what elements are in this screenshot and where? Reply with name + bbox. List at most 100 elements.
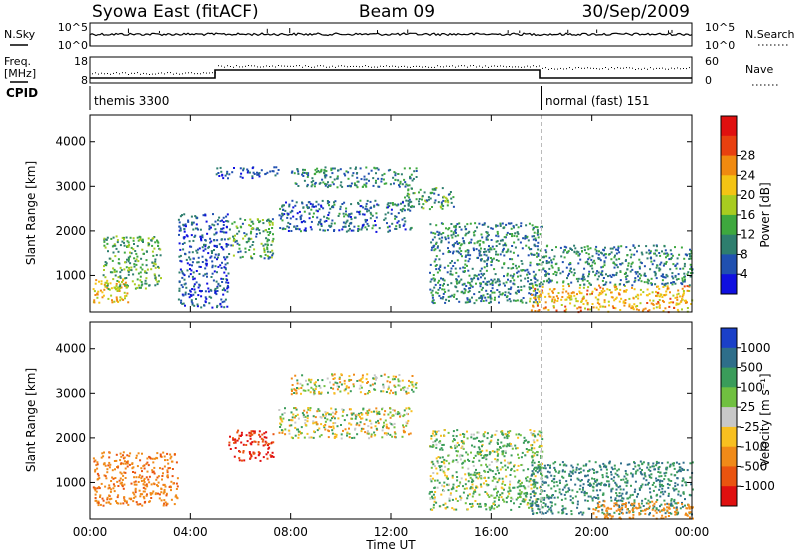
nave-point — [467, 67, 468, 68]
data-cell — [282, 418, 284, 420]
colorbar-tick-label: 28 — [740, 149, 755, 163]
data-cell — [394, 203, 396, 205]
data-cell — [678, 273, 680, 275]
data-cell — [498, 260, 500, 262]
data-cell — [503, 282, 505, 284]
data-cell — [493, 508, 495, 510]
data-cell — [562, 505, 564, 507]
noise-search-label: N.Search — [745, 28, 795, 41]
data-cell — [240, 251, 242, 253]
data-cell — [484, 266, 486, 268]
data-cell — [660, 293, 662, 295]
nave-point — [665, 69, 666, 70]
data-cell — [481, 236, 483, 238]
data-cell — [344, 380, 346, 382]
data-cell — [496, 495, 498, 497]
data-cell — [573, 245, 575, 247]
data-cell — [136, 256, 138, 258]
data-cell — [638, 279, 640, 281]
data-cell — [645, 479, 647, 481]
data-cell — [476, 242, 478, 244]
nave-point — [395, 66, 396, 67]
data-cell — [481, 268, 483, 270]
data-cell — [679, 268, 681, 270]
data-cell — [133, 243, 135, 245]
data-cell — [148, 456, 150, 458]
data-cell — [480, 476, 482, 478]
data-cell — [196, 217, 198, 219]
data-cell — [422, 207, 424, 209]
data-cell — [140, 271, 142, 273]
data-cell — [179, 242, 181, 244]
data-cell — [329, 208, 331, 210]
data-cell — [252, 244, 254, 246]
data-cell — [230, 244, 232, 246]
data-cell — [505, 433, 507, 435]
data-cell — [433, 193, 435, 195]
data-cell — [576, 278, 578, 280]
data-cell — [403, 431, 405, 433]
data-cell — [183, 213, 185, 215]
data-cell — [215, 265, 217, 267]
data-cell — [289, 433, 291, 435]
data-cell — [346, 170, 348, 172]
data-cell — [581, 278, 583, 280]
data-cell — [391, 436, 393, 438]
data-cell — [599, 293, 601, 295]
data-cell — [545, 251, 547, 253]
data-cell — [616, 253, 618, 255]
data-cell — [219, 243, 221, 245]
data-cell — [155, 479, 157, 481]
data-cell — [164, 491, 166, 493]
data-cell — [131, 483, 133, 485]
data-cell — [318, 204, 320, 206]
data-cell — [462, 433, 464, 435]
data-cell — [487, 471, 489, 473]
data-cell — [157, 283, 159, 285]
data-cell — [382, 390, 384, 392]
data-cell — [653, 307, 655, 309]
data-cell — [440, 465, 442, 467]
data-cell — [526, 448, 528, 450]
data-cell — [469, 258, 471, 260]
data-cell — [377, 178, 379, 180]
data-cell — [387, 380, 389, 382]
data-cell — [299, 383, 301, 385]
data-cell — [297, 212, 299, 214]
data-cell — [440, 435, 442, 437]
data-cell — [143, 487, 145, 489]
data-cell — [672, 277, 674, 279]
colorbar-tick-label: 12 — [740, 228, 755, 242]
nave-point — [263, 66, 264, 67]
data-cell — [468, 287, 470, 289]
data-cell — [502, 487, 504, 489]
data-cell — [375, 212, 377, 214]
data-cell — [226, 171, 228, 173]
data-cell — [522, 237, 524, 239]
nave-rtick-top: 60 — [705, 55, 719, 68]
data-cell — [164, 459, 166, 461]
data-cell — [580, 480, 582, 482]
data-cell — [397, 411, 399, 413]
nave-point — [410, 67, 411, 68]
nave-point — [293, 66, 294, 67]
power-yaxis-label: Slant Range [km] — [24, 161, 38, 265]
data-cell — [271, 256, 273, 258]
data-cell — [218, 284, 220, 286]
data-cell — [433, 274, 435, 276]
data-cell — [659, 268, 661, 270]
data-cell — [168, 467, 170, 469]
data-cell — [570, 282, 572, 284]
data-cell — [211, 250, 213, 252]
data-cell — [297, 173, 299, 175]
data-cell — [505, 291, 507, 293]
data-cell — [140, 267, 142, 269]
data-cell — [286, 217, 288, 219]
nave-point — [479, 66, 480, 67]
data-cell — [392, 177, 394, 179]
data-cell — [325, 421, 327, 423]
data-cell — [480, 276, 482, 278]
data-cell — [379, 413, 381, 415]
data-cell — [174, 503, 176, 505]
data-cell — [335, 408, 337, 410]
